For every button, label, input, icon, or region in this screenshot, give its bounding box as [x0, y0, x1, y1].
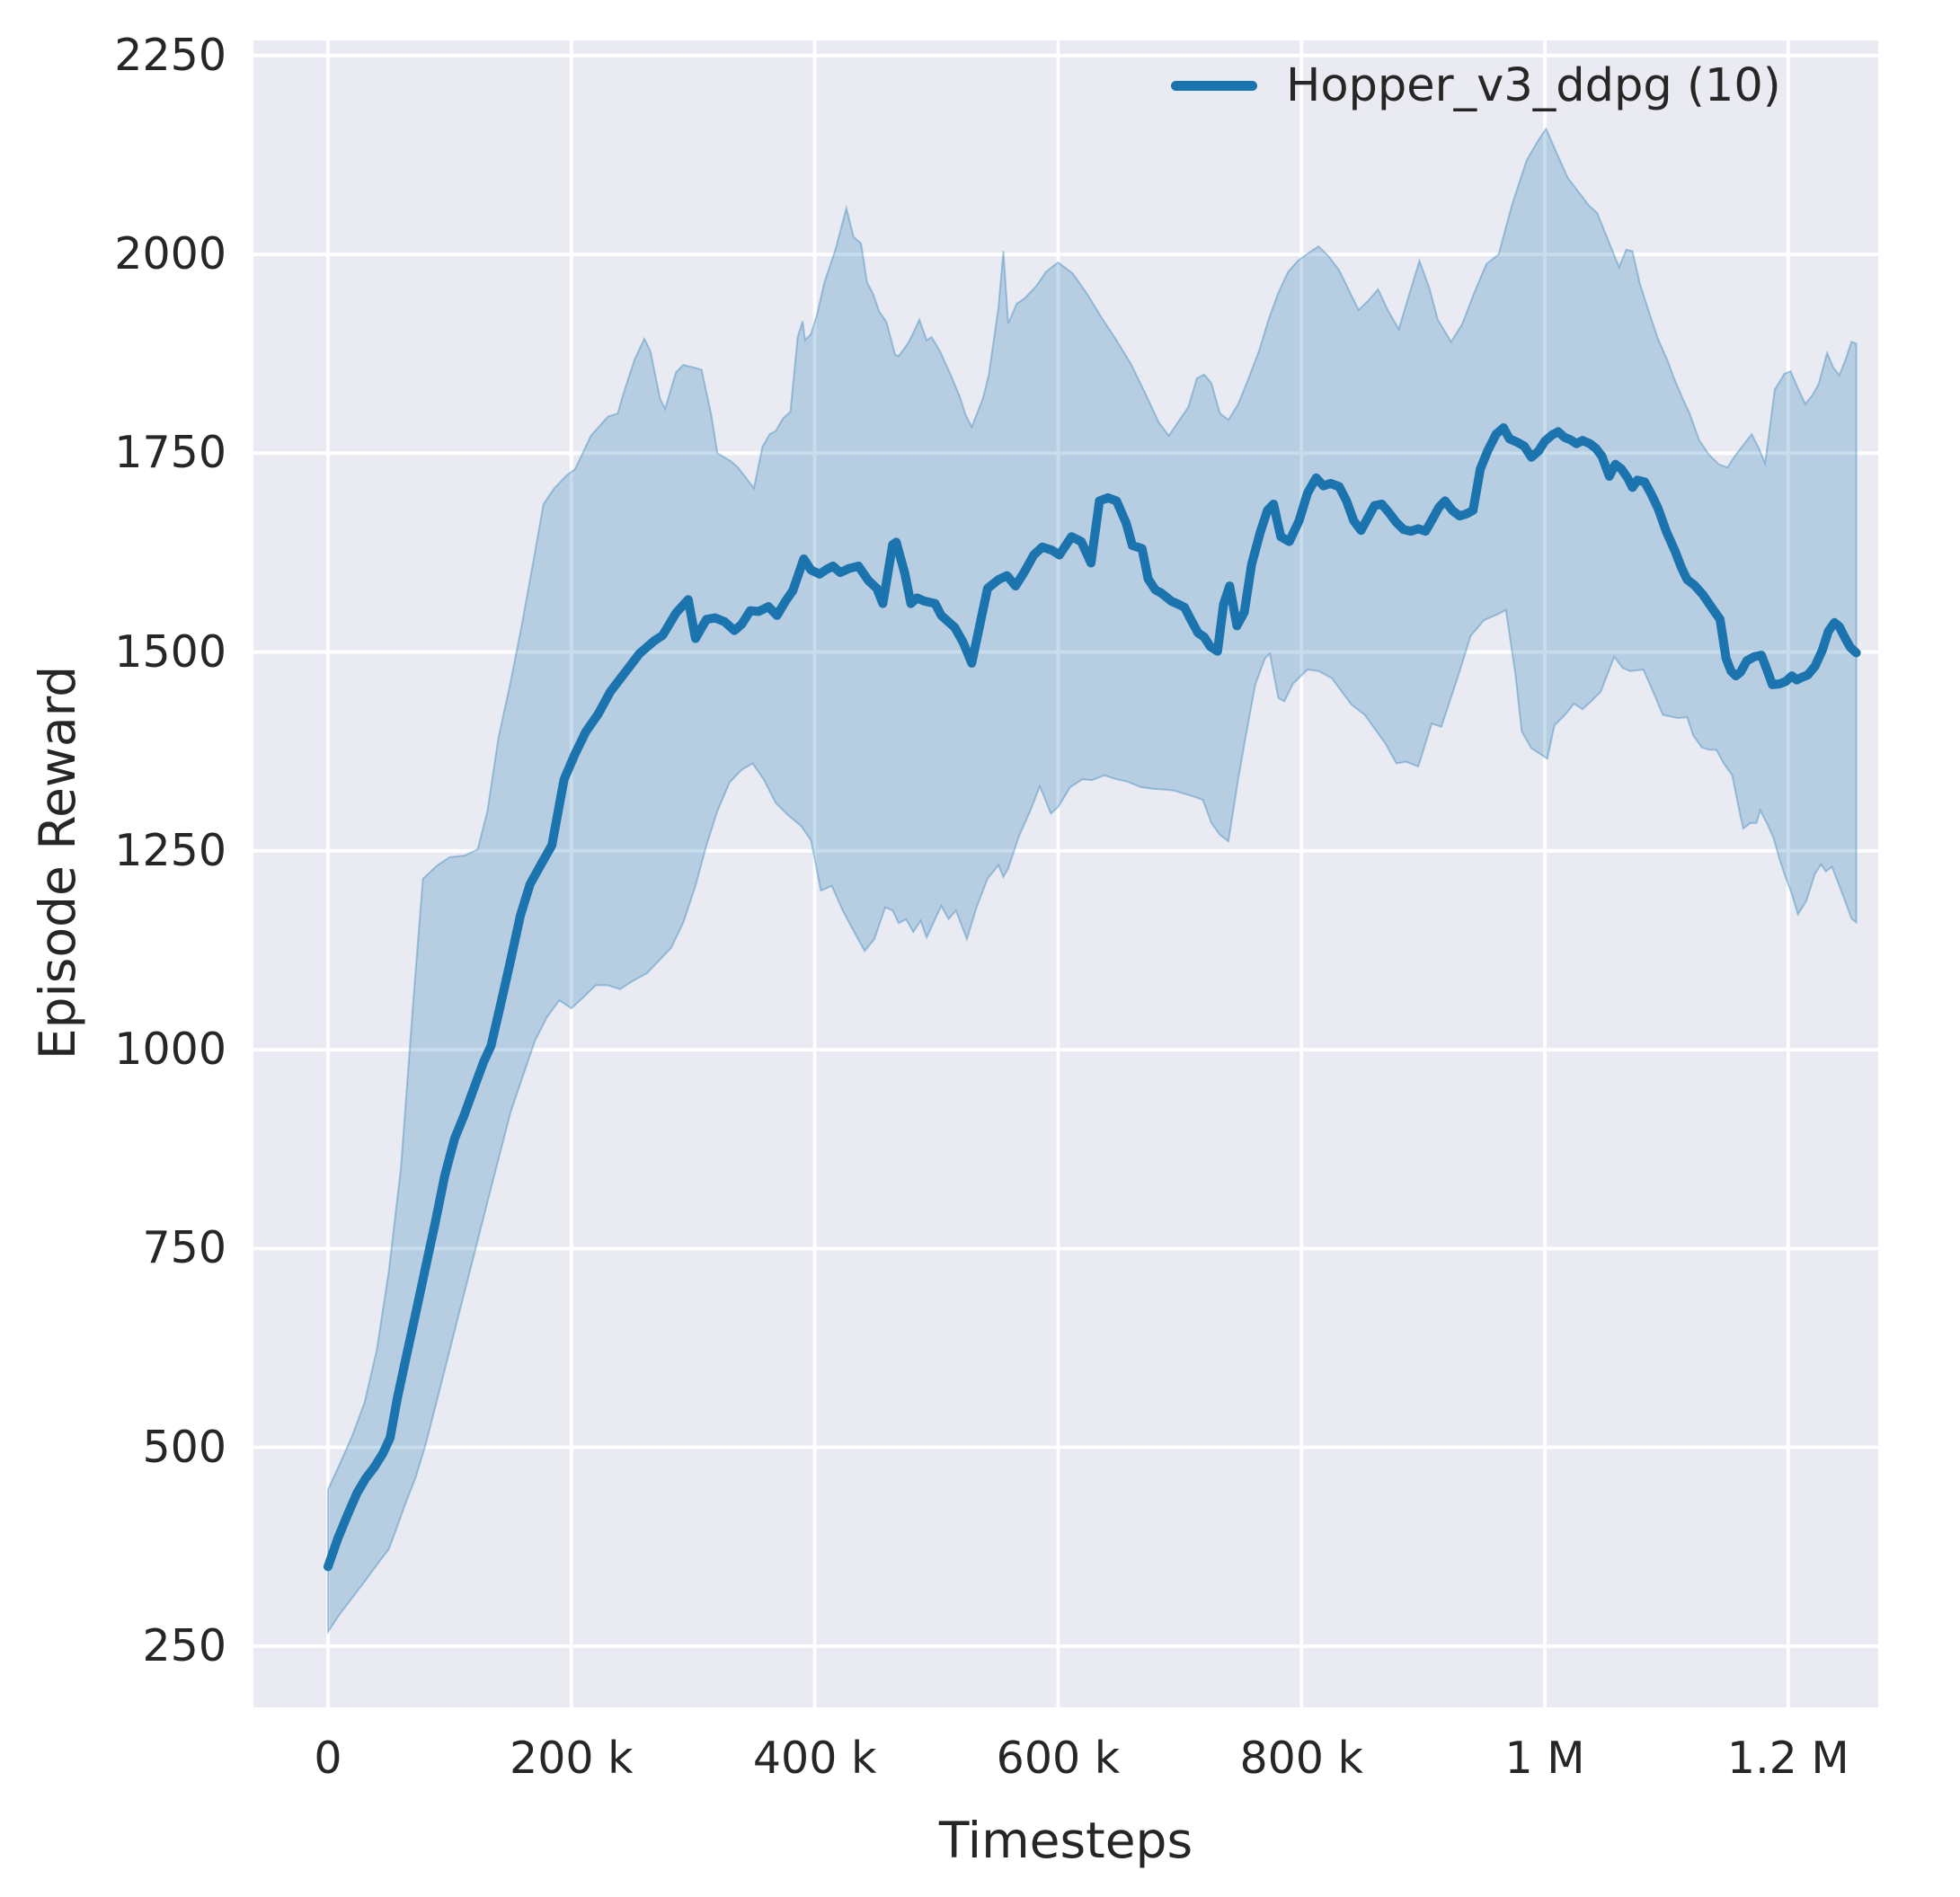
mean-reward-line [324, 423, 1861, 1572]
y-tick-label: 2000 [114, 228, 226, 280]
legend-label: Hopper_v3_ddpg (10) [1286, 59, 1781, 112]
x-tick-label: 600 k [996, 1733, 1121, 1784]
y-tick-label: 2250 [114, 29, 226, 81]
y-tick-label: 1250 [114, 824, 226, 876]
y-tick-label: 750 [142, 1222, 226, 1274]
y-tick-label: 500 [142, 1421, 226, 1473]
x-tick-label: 1.2 M [1726, 1733, 1849, 1784]
y-tick-label: 250 [142, 1619, 226, 1671]
y-tick-label: 1000 [114, 1024, 226, 1076]
plot-background [253, 40, 1878, 1707]
y-tick-label: 1500 [114, 625, 226, 678]
x-tick-label: 200 k [510, 1733, 634, 1784]
x-axis-title: Timesteps [938, 1812, 1193, 1869]
y-tick-label: 1750 [114, 427, 226, 479]
legend-line-swatch [1171, 81, 1257, 91]
x-tick-label: 1 M [1504, 1733, 1585, 1784]
x-tick-label: 0 [314, 1733, 342, 1784]
legend: Hopper_v3_ddpg (10) [1171, 59, 1781, 112]
x-tick-label: 400 k [752, 1733, 877, 1784]
x-tick-label: 800 k [1239, 1733, 1363, 1784]
